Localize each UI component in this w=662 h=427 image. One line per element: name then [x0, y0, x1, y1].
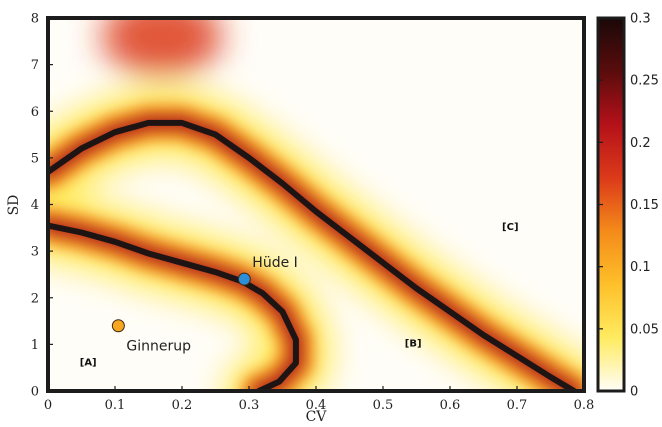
data-point-label: Hüde I: [252, 255, 297, 271]
y-tick-label: 2: [31, 291, 39, 306]
x-tick-label: 0.7: [507, 398, 528, 413]
data-point-marker: [237, 272, 251, 286]
y-tick-label: 6: [31, 105, 39, 120]
colorbar-tick-label: 0.1: [630, 260, 651, 275]
heat-hotspot: [101, 18, 222, 77]
colorbar-tick-label: 0.05: [630, 322, 659, 337]
colorbar-tick-label: 0.2: [630, 136, 651, 151]
y-axis-title: SD: [6, 195, 22, 216]
region-label: [A]: [80, 357, 97, 368]
y-tick-label: 7: [31, 58, 39, 73]
y-tick-label: 8: [31, 12, 39, 27]
plot-area: [46, 16, 586, 393]
y-tick-label: 4: [31, 198, 39, 213]
data-point-label: Ginnerup: [126, 339, 191, 355]
y-tick-label: 1: [31, 338, 39, 353]
colorbar-tick-label: 0.15: [630, 198, 659, 213]
x-tick-label: 0.4: [306, 398, 327, 413]
x-tick-label: 0.6: [440, 398, 461, 413]
x-tick-label: 0.8: [574, 398, 595, 413]
region-label: [B]: [405, 339, 422, 350]
colorbar-tick-label: 0.25: [630, 74, 659, 89]
x-tick-label: 0.2: [172, 398, 193, 413]
colorbar: 0 0.05 0.1 0.15 0.2 0.25 0.3: [596, 12, 659, 400]
x-axis: 0 0.1 0.2 0.3 0.4 0.5 0.6 0.7 0.8: [44, 386, 594, 413]
x-tick-label: 0: [44, 398, 52, 413]
x-tick-label: 0.1: [105, 398, 126, 413]
region-labels: [A] [B] [C]: [80, 222, 519, 368]
x-tick-label: 0.5: [373, 398, 394, 413]
colorbar-tick-label: 0.3: [630, 12, 651, 27]
colorbar-ticks: 0 0.05 0.1 0.15 0.2 0.25 0.3: [598, 12, 659, 400]
y-tick-label: 5: [31, 151, 39, 166]
region-label: [C]: [502, 222, 518, 233]
boundary-curve-1: [48, 119, 577, 391]
x-axis-title: CV: [306, 409, 328, 425]
y-tick-label: 0: [31, 385, 39, 400]
colorbar-tick-label: 0: [630, 385, 638, 400]
y-tick-label: 3: [31, 245, 39, 260]
data-points: Ginnerup Hüde I: [111, 255, 298, 355]
y-axis: 0 1 2 3 4 5 6 7 8: [31, 12, 53, 400]
data-point-marker: [111, 319, 125, 333]
x-tick-label: 0.3: [239, 398, 260, 413]
